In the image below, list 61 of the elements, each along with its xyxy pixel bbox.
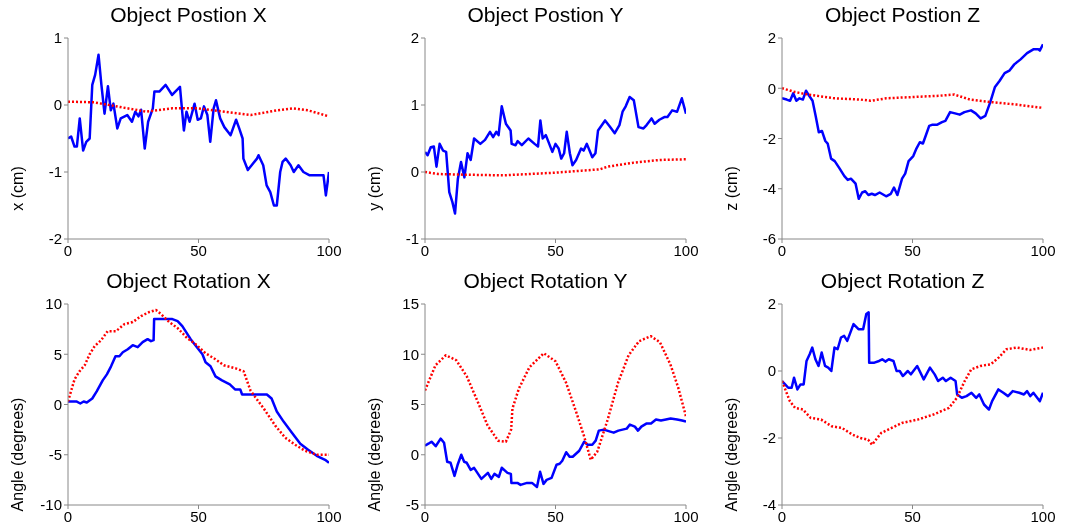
y-tick-label: 0 <box>53 96 62 114</box>
line-series <box>782 345 1043 446</box>
x-tick-label: 100 <box>673 241 699 259</box>
y-tick-label: 5 <box>410 395 419 413</box>
y-tick-label: -10 <box>40 495 62 513</box>
y-tick-label: 15 <box>402 294 419 312</box>
chart-title: Object Postion Z <box>823 2 982 28</box>
x-tick-label: 100 <box>673 507 699 525</box>
y-tick-label: -2 <box>762 129 776 147</box>
y-tick-label: -4 <box>762 495 776 513</box>
x-tick-label: 50 <box>904 241 921 259</box>
y-tick-label: 5 <box>53 345 62 363</box>
y-tick-label: 0 <box>53 395 62 413</box>
y-axis-title: x (cm) <box>8 166 26 211</box>
x-tick-label: 50 <box>190 241 207 259</box>
line-series <box>425 95 686 215</box>
y-tick-label: 0 <box>410 445 419 463</box>
y-tick-label: -1 <box>405 230 419 248</box>
y-tick-label: 1 <box>410 96 419 114</box>
chart-title: Object Rotation Z <box>819 267 986 294</box>
chart-title: Object Postion X <box>109 2 268 28</box>
line-series <box>425 334 686 461</box>
x-tick-label: 50 <box>190 507 207 525</box>
line-series <box>782 43 1043 201</box>
y-tick-label: -2 <box>48 230 62 248</box>
x-tick-label: 50 <box>547 241 564 259</box>
line-series <box>782 310 1043 411</box>
line-series <box>425 416 686 488</box>
chart-title: Object Rotation Y <box>462 267 629 294</box>
y-tick-label: 2 <box>767 29 776 47</box>
y-tick-label: 10 <box>45 294 62 312</box>
x-tick-label: 100 <box>1030 241 1056 259</box>
x-tick-label: 100 <box>1030 507 1056 525</box>
y-tick-label: -1 <box>48 163 62 181</box>
line-series <box>782 87 1043 110</box>
chart-title: Object Postion Y <box>466 2 625 28</box>
y-axis-title: Angle (degrees) <box>8 397 26 511</box>
y-axis-title: y (cm) <box>365 166 383 211</box>
y-tick-label: -2 <box>762 428 776 446</box>
chart-title: Object Rotation X <box>105 267 272 294</box>
y-tick-label: 0 <box>410 163 419 181</box>
x-tick-label: 100 <box>316 507 342 525</box>
y-tick-label: 10 <box>402 345 419 363</box>
x-tick-label: 50 <box>547 507 564 525</box>
y-axis-title: Angle (degrees) <box>722 397 740 511</box>
y-tick-label: 0 <box>767 361 776 379</box>
y-tick-label: -4 <box>762 180 776 198</box>
line-series <box>68 100 329 118</box>
y-tick-label: -6 <box>762 230 776 248</box>
line-series <box>425 158 686 177</box>
y-tick-label: 2 <box>767 294 776 312</box>
y-tick-label: 2 <box>410 29 419 47</box>
y-tick-label: -5 <box>405 495 419 513</box>
y-tick-label: 1 <box>53 29 62 47</box>
line-series <box>68 53 329 207</box>
y-tick-label: -5 <box>48 445 62 463</box>
y-axis-title: Angle (degrees) <box>365 397 383 511</box>
x-tick-label: 50 <box>904 507 921 525</box>
y-axis-title: z (cm) <box>722 166 740 211</box>
x-tick-label: 100 <box>316 241 342 259</box>
y-tick-label: 0 <box>767 79 776 97</box>
